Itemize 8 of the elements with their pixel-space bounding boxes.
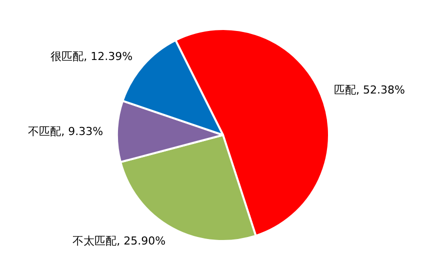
- data-label: , 9.33%: [61, 124, 104, 138]
- data-label: , 52.38%: [356, 83, 405, 96]
- slice-label: 匹配: [334, 83, 356, 96]
- slice-label: 不匹配: [28, 124, 62, 138]
- slice-label: 很匹配: [50, 50, 84, 64]
- data-label: , 12.39%: [84, 50, 133, 64]
- slice-label: 不太匹配: [72, 234, 117, 248]
- data-label: , 25.90%: [116, 234, 166, 248]
